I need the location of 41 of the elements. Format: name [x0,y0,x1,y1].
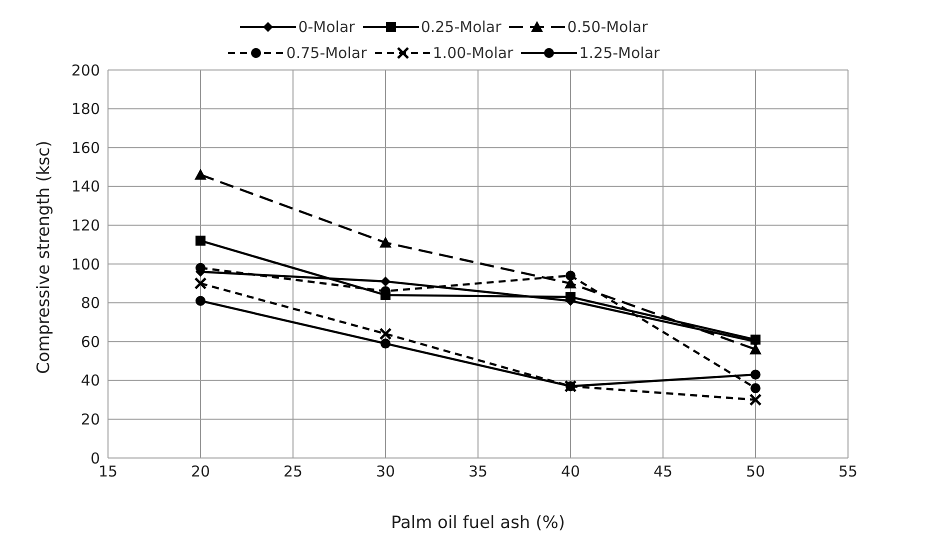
point [194,277,207,290]
x-tick-label: 40 [560,462,580,481]
y-tick-label: 120 [71,216,100,235]
point [194,168,206,180]
legend-label: 0-Molar [298,18,355,36]
point [750,383,760,394]
point [380,338,390,349]
legend-label: 0.25-Molar [420,18,502,36]
legend-label: 1.00-Molar [432,44,514,62]
y-tick-label: 80 [80,294,100,312]
y-axis-title: Compressive strength (ksc) [34,140,54,374]
x-tick-label: 30 [376,462,396,481]
point [566,270,576,281]
y-tick-label: 160 [71,138,100,157]
point [749,394,762,406]
y-tick-label: 60 [80,332,100,351]
legend-label: 1.25-Molar [579,44,660,62]
y-tick-label: 0 [90,449,100,468]
y-tick-label: 140 [71,178,100,196]
y-tick-label: 100 [71,255,100,274]
y-tick-label: 20 [80,410,100,429]
x-tick-label: 45 [653,462,673,481]
x-tick-label: 50 [746,462,766,481]
point [196,236,206,246]
legend-label: 0.50-Molar [567,18,648,36]
legend-label: 0.75-Molar [286,44,367,62]
x-tick-label: 35 [468,462,488,481]
x-tick-label: 20 [190,462,210,481]
y-tick-label: 40 [80,372,100,390]
x-tick-label: 15 [98,462,118,481]
x-axis-title: Palm oil fuel ash (%) [390,513,566,533]
point [380,290,390,300]
point [380,236,392,248]
y-tick-label: 180 [71,100,100,118]
x-tick-label: 25 [283,462,303,481]
point [379,328,392,340]
point [380,276,390,286]
point [196,296,206,306]
y-tick-label: 200 [71,61,100,80]
point [750,370,760,380]
x-tick-label: 55 [838,462,858,481]
